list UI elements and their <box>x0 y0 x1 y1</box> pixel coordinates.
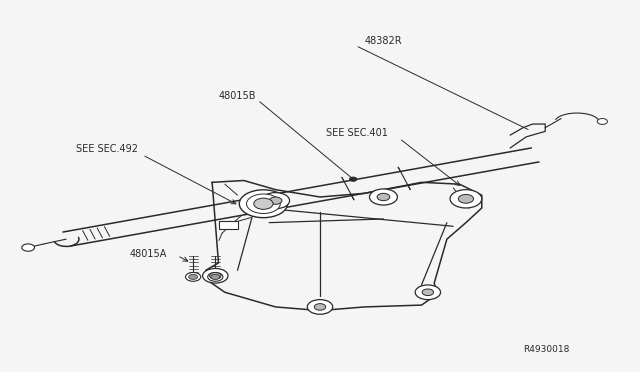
Text: SEE SEC.401: SEE SEC.401 <box>326 128 388 138</box>
Circle shape <box>597 119 607 124</box>
Circle shape <box>186 272 201 281</box>
Circle shape <box>422 289 433 296</box>
Circle shape <box>189 274 198 279</box>
Circle shape <box>22 244 35 251</box>
Circle shape <box>377 193 390 201</box>
Text: 48015B: 48015B <box>218 91 256 101</box>
Circle shape <box>211 274 220 279</box>
Circle shape <box>269 197 282 204</box>
Circle shape <box>246 194 280 214</box>
Circle shape <box>450 190 482 208</box>
Circle shape <box>349 177 357 182</box>
Text: 48015A: 48015A <box>130 249 167 259</box>
Circle shape <box>458 195 474 203</box>
Circle shape <box>415 285 440 299</box>
Circle shape <box>208 272 223 281</box>
Circle shape <box>203 269 228 283</box>
Circle shape <box>262 193 289 209</box>
Text: 48382R: 48382R <box>364 36 402 46</box>
Circle shape <box>254 198 273 209</box>
Circle shape <box>314 304 326 310</box>
Circle shape <box>239 190 287 218</box>
Text: SEE SEC.492: SEE SEC.492 <box>76 144 138 154</box>
Bar <box>219 221 238 230</box>
Text: R4930018: R4930018 <box>523 344 570 353</box>
Circle shape <box>369 189 397 205</box>
Circle shape <box>210 272 221 279</box>
Circle shape <box>307 299 333 314</box>
